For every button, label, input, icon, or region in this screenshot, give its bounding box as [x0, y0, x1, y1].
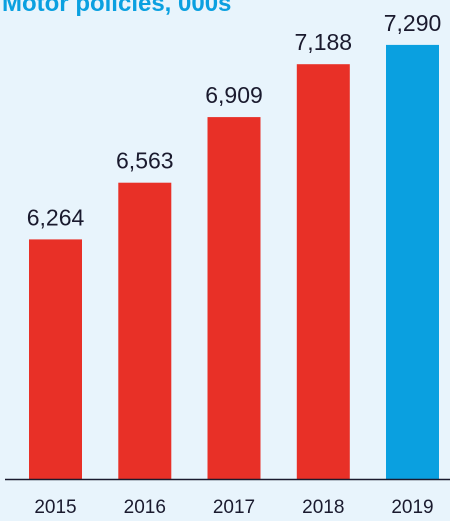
- bar-2017: [207, 117, 261, 479]
- tick-label-2017: 2017: [213, 497, 255, 518]
- bar-2018: [296, 64, 350, 479]
- value-label-2017: 6,909: [205, 82, 263, 108]
- x-tick-labels-group: 2015 2016 2017 2018 2019: [34, 497, 433, 518]
- bar-2016: [118, 182, 172, 479]
- tick-label-2018: 2018: [302, 497, 344, 518]
- bar-2015: [29, 239, 82, 479]
- bar-2019: [386, 44, 439, 480]
- value-label-2016: 6,563: [116, 148, 174, 174]
- tick-label-2015: 2015: [34, 497, 76, 518]
- value-labels-group: 6,264 6,563 6,909 7,188 7,290: [27, 10, 442, 230]
- value-label-2019: 7,290: [384, 10, 442, 36]
- chart-title: Motor policies, 000s: [2, 0, 232, 17]
- bars-group: [29, 44, 439, 480]
- tick-label-2016: 2016: [124, 497, 166, 518]
- value-label-2018: 7,188: [295, 29, 353, 55]
- value-label-2015: 6,264: [27, 204, 85, 230]
- tick-label-2019: 2019: [391, 497, 433, 518]
